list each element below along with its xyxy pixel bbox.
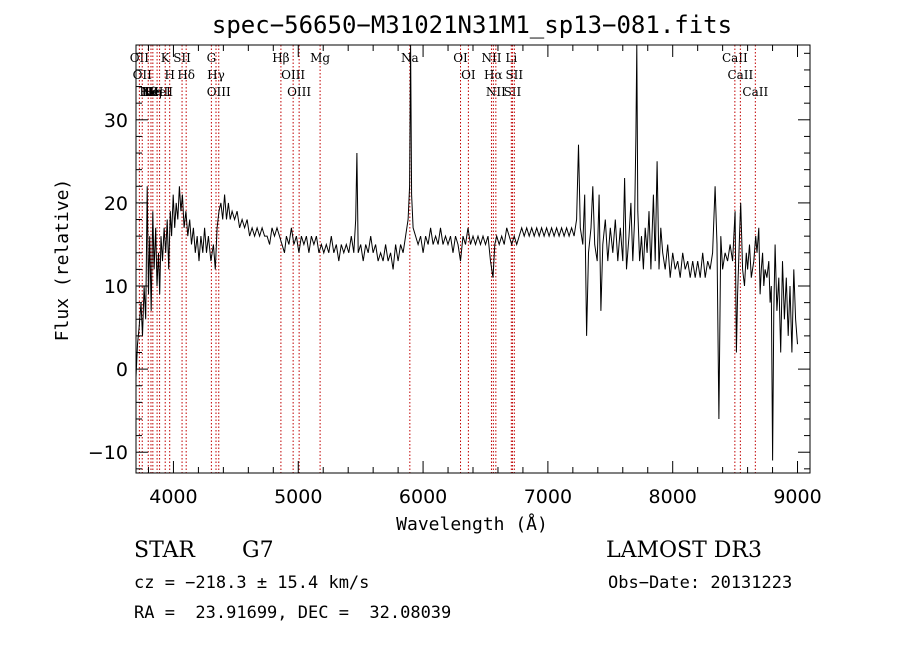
line-marker-label: NII bbox=[486, 85, 506, 99]
x-tick-label: 9000 bbox=[773, 486, 821, 508]
line-marker-label: CaII bbox=[742, 85, 768, 99]
line-marker-label: OII bbox=[133, 68, 153, 82]
line-marker-label: OII bbox=[130, 51, 150, 65]
line-marker-label: G bbox=[207, 51, 217, 65]
obs-date: Obs−Date: 20131223 bbox=[608, 573, 793, 593]
chart-title: spec−56650−M31021N31M1_sp13−081.fits bbox=[212, 11, 732, 39]
line-marker-label: HeI bbox=[148, 85, 171, 99]
line-marker-label: H bbox=[164, 68, 174, 82]
line-marker-label: He bbox=[142, 85, 160, 99]
x-tick-label: 5000 bbox=[274, 486, 322, 508]
line-marker-label: Hα bbox=[484, 68, 503, 82]
y-axis-label: Flux (relative) bbox=[52, 179, 73, 342]
coordinates: RA = 23.91699, DEC = 32.08039 bbox=[134, 603, 452, 623]
y-tick-label: −10 bbox=[88, 442, 128, 464]
line-marker-label: OIII bbox=[287, 85, 311, 99]
line-markers: OIIOIIHθHeHηNeIIIHeIKHSIIHδGHγOIIIHβOIII… bbox=[130, 45, 768, 473]
line-marker-label: SII bbox=[504, 85, 522, 99]
line-marker-label: CaII bbox=[727, 68, 753, 82]
line-marker-label: OIII bbox=[281, 68, 305, 82]
plot-frame bbox=[135, 44, 811, 474]
line-marker-label: OI bbox=[453, 51, 468, 65]
object-class: STAR bbox=[134, 538, 195, 563]
line-marker-label: Mg bbox=[310, 51, 330, 65]
x-tick-label: 7000 bbox=[524, 486, 572, 508]
line-marker-label: K bbox=[161, 51, 171, 65]
redshift-text: cz = −218.3 ± 15.4 km/s bbox=[134, 573, 370, 593]
x-tick-label: 8000 bbox=[649, 486, 697, 508]
line-marker-label: SII bbox=[505, 68, 523, 82]
line-marker-label: SII bbox=[173, 51, 191, 65]
y-tick-label: 20 bbox=[104, 193, 128, 215]
y-tick-label: 0 bbox=[116, 359, 128, 381]
x-tick-label: 6000 bbox=[399, 486, 447, 508]
line-marker-label: Na bbox=[401, 51, 419, 65]
line-marker-label: OIII bbox=[207, 85, 231, 99]
line-marker-label: Li bbox=[505, 51, 517, 65]
line-marker-label: OI bbox=[461, 68, 476, 82]
survey-name: LAMOST DR3 bbox=[606, 538, 762, 563]
object-subclass: G7 bbox=[242, 538, 274, 563]
x-tick-label: 4000 bbox=[149, 486, 197, 508]
line-marker-label: CaII bbox=[722, 51, 748, 65]
axis-ticks: 4000 5000 6000 7000 8000 9000 −10 0 10 20 30 bbox=[88, 45, 822, 508]
line-marker-label: Hβ bbox=[272, 51, 289, 65]
line-marker-label: NII bbox=[481, 51, 501, 65]
y-tick-label: 30 bbox=[104, 110, 128, 132]
spectrum-series-line bbox=[135, 44, 798, 461]
line-marker-label: Hδ bbox=[177, 68, 195, 82]
x-axis-label: Wavelength (Å) bbox=[396, 513, 548, 535]
line-marker-label: Hγ bbox=[207, 68, 225, 82]
y-tick-label: 10 bbox=[104, 276, 128, 298]
